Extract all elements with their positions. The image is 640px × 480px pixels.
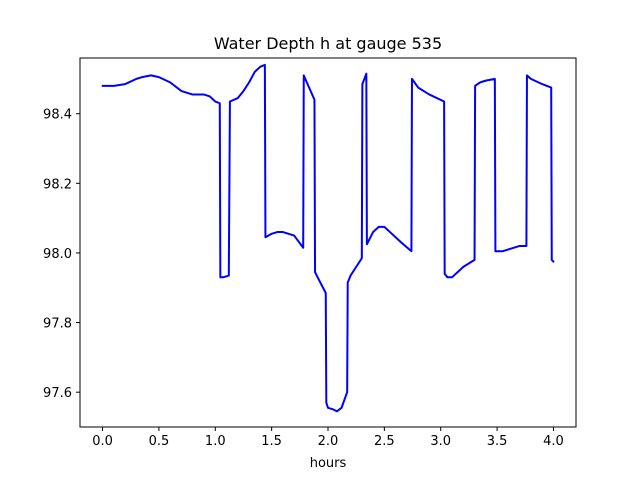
y-tick-label: 98.0 [43, 247, 72, 262]
y-tick-label: 97.6 [43, 386, 72, 401]
y-tick-label: 97.8 [43, 317, 72, 332]
x-tick-label: 0.0 [92, 434, 113, 449]
x-tick-label: 4.0 [543, 434, 564, 449]
x-tick-label: 1.0 [205, 434, 226, 449]
chart-title: Water Depth h at gauge 535 [214, 34, 442, 53]
x-axis-label: hours [310, 456, 347, 471]
x-tick-label: 2.5 [374, 434, 395, 449]
x-tick-label: 3.5 [487, 434, 508, 449]
x-tick-label: 3.0 [430, 434, 451, 449]
x-tick-label: 1.5 [261, 434, 282, 449]
plot-area: 0.0 0.5 1.0 1.5 2.0 2.5 3.0 3.5 4.0 97.6 97.8 98.0 9… [43, 57, 577, 449]
x-tick-label: 0.5 [149, 434, 170, 449]
y-tick-label: 98.2 [43, 177, 72, 192]
x-tick-label: 2.0 [318, 434, 339, 449]
series-line-0 [101, 63, 555, 413]
y-tick-label: 98.4 [43, 108, 72, 123]
